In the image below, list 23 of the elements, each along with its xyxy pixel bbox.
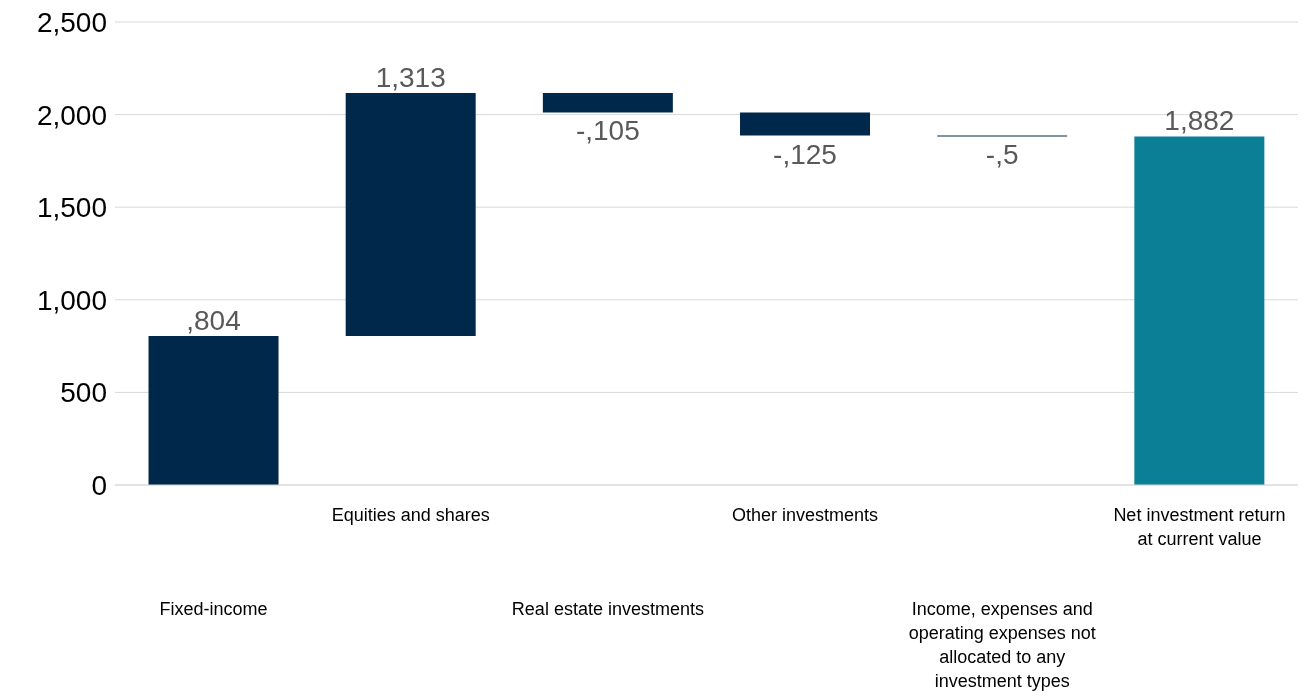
y-tick-label: 500	[60, 377, 107, 409]
data-label: 1,882	[1164, 105, 1235, 137]
bar	[740, 112, 871, 136]
bar	[542, 92, 673, 113]
data-label: -,105	[575, 115, 640, 147]
y-tick-label: 0	[91, 469, 107, 501]
x-tick-label: Fixed-income	[159, 599, 268, 619]
y-tick-label: 1,500	[36, 192, 107, 224]
x-tick-label: Income, expenses and operating expenses not allocated to any investment types	[908, 599, 1096, 691]
bar	[345, 92, 476, 337]
bar	[1134, 136, 1265, 485]
data-label: -,125	[773, 138, 837, 170]
x-tick-label: Net investment return at current value	[1113, 505, 1286, 549]
data-label: -,5	[985, 139, 1019, 171]
x-tick-label: Other investments	[732, 505, 879, 525]
data-label: 1,313	[375, 61, 446, 93]
y-tick-label: 2,000	[36, 99, 107, 131]
bar	[148, 336, 279, 485]
data-label: ,804	[186, 305, 241, 337]
y-tick-label: 2,500	[36, 6, 107, 38]
x-tick-label: Equities and shares	[331, 505, 490, 525]
y-tick-label: 1,000	[36, 284, 107, 316]
x-tick-label: Real estate investments	[511, 599, 704, 619]
